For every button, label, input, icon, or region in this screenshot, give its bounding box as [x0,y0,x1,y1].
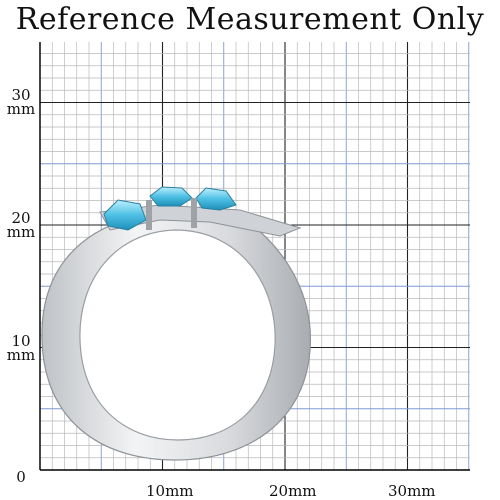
gem-right [195,187,237,211]
page-title: Reference Measurement Only [15,2,485,37]
prong-1 [146,200,152,230]
ring-inner-hole [79,229,276,441]
x-label-30mm: 30mm [388,482,436,500]
y-label-0: 0 [16,468,26,486]
ring-illustration [41,186,312,461]
x-label-10mm: 10mm [146,482,194,500]
y-label-30: 30 mm [6,86,36,118]
y-label-20: 20 mm [6,209,36,241]
prong-2 [191,198,197,228]
y-label-10: 10 mm [6,332,36,364]
x-label-20mm: 20mm [269,482,317,500]
gem-center [149,186,193,207]
